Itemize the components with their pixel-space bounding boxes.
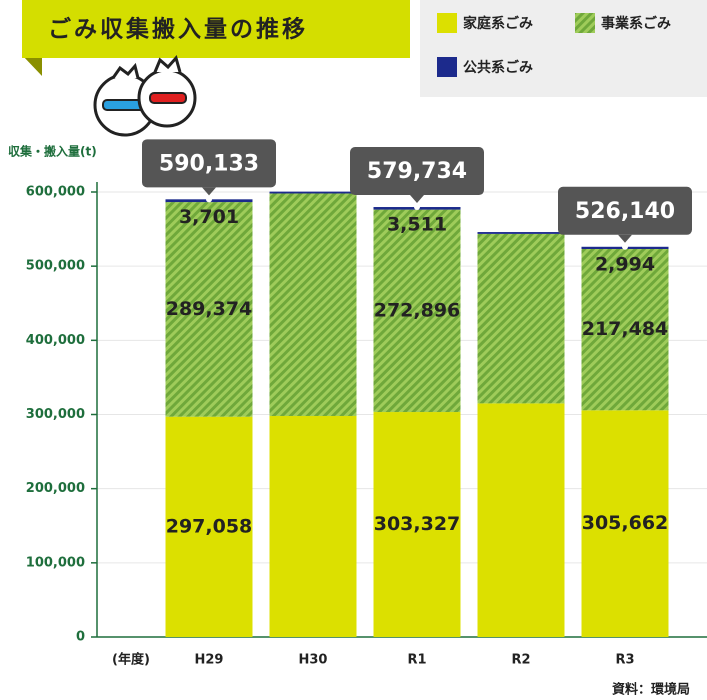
bar-segment bbox=[165, 416, 253, 637]
x-tick-label: R1 bbox=[407, 653, 426, 668]
callout-dot bbox=[206, 196, 212, 203]
data-label: 3,701 bbox=[179, 206, 239, 228]
y-axis-label: 収集・搬入量(t) bbox=[8, 144, 97, 159]
callout-dot bbox=[414, 204, 420, 211]
x-tick-label: H30 bbox=[299, 653, 328, 668]
legend-label: 公共系ごみ bbox=[463, 59, 533, 76]
y-tick-label: 100,000 bbox=[26, 555, 85, 570]
legend-swatch bbox=[437, 13, 457, 33]
bar-segment bbox=[373, 412, 461, 637]
callout-pointer bbox=[202, 187, 216, 196]
total-callout bbox=[142, 139, 276, 188]
data-label: 272,896 bbox=[374, 299, 461, 321]
y-tick-label: 600,000 bbox=[26, 185, 85, 200]
data-label: 303,327 bbox=[374, 513, 461, 535]
data-label: 217,484 bbox=[582, 318, 669, 340]
data-label: 297,058 bbox=[166, 515, 253, 537]
legend-box bbox=[420, 0, 707, 97]
legend-swatch bbox=[575, 13, 595, 33]
title-banner bbox=[22, 0, 410, 76]
bar-segment bbox=[269, 415, 357, 637]
callout-pointer bbox=[410, 195, 424, 204]
bar-segment bbox=[269, 191, 357, 194]
chart-title: ごみ収集搬入量の推移 bbox=[48, 16, 308, 43]
y-tick-label: 400,000 bbox=[26, 333, 85, 348]
data-label: 289,374 bbox=[166, 298, 253, 320]
x-tick-label: R3 bbox=[615, 653, 634, 668]
data-label: 2,994 bbox=[595, 253, 655, 275]
x-tick-label: H29 bbox=[195, 653, 224, 668]
bar-segment bbox=[269, 193, 357, 416]
total-callout bbox=[558, 186, 692, 235]
x-axis-label: (年度) bbox=[112, 652, 150, 668]
bag-icons bbox=[93, 54, 197, 137]
callout-dot bbox=[622, 243, 628, 250]
legend-swatch bbox=[437, 57, 457, 77]
bar-segment bbox=[165, 202, 253, 417]
y-tick-label: 500,000 bbox=[26, 259, 85, 274]
callout-pointer bbox=[618, 234, 632, 243]
bar-segment bbox=[373, 209, 461, 413]
total-label: 590,133 bbox=[159, 151, 259, 176]
y-tick-label: 0 bbox=[76, 630, 85, 645]
bar-segment bbox=[477, 403, 565, 637]
bar-segment bbox=[477, 233, 565, 404]
x-tick-label: R2 bbox=[511, 653, 530, 668]
source: 資料：環境局 bbox=[612, 682, 690, 698]
y-tick-label: 300,000 bbox=[26, 407, 85, 422]
plot: 0 100,000 200,000 300,000 400,000 500,000 600,… bbox=[26, 139, 707, 668]
total-callout bbox=[350, 147, 484, 196]
legend-label: 家庭系ごみ bbox=[463, 15, 533, 32]
y-tick-label: 200,000 bbox=[26, 481, 85, 496]
bar-segment bbox=[581, 410, 669, 637]
total-label: 526,140 bbox=[575, 199, 675, 224]
bar-segment bbox=[477, 232, 565, 234]
data-label: 3,511 bbox=[387, 214, 447, 236]
total-label: 579,734 bbox=[367, 159, 467, 184]
legend-label: 事業系ごみ bbox=[601, 15, 671, 32]
bar-segment bbox=[581, 249, 669, 411]
data-label: 305,662 bbox=[582, 512, 669, 534]
